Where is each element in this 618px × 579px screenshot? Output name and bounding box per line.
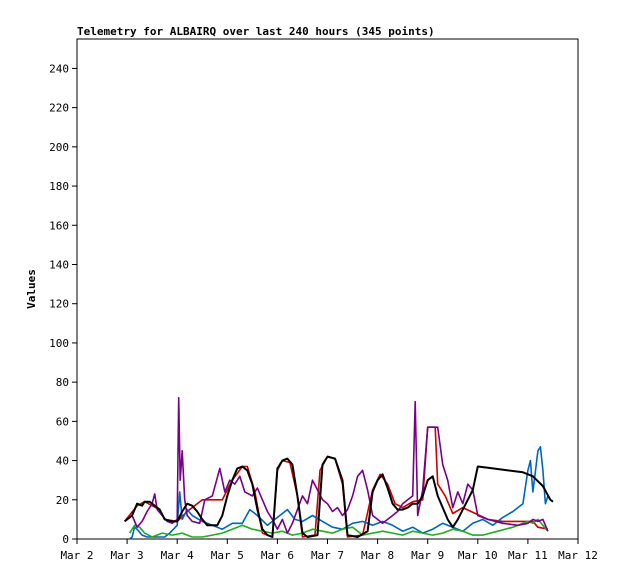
x-tick-label: Mar 6: [261, 549, 294, 562]
x-tick-label: Mar 5: [211, 549, 244, 562]
x-tick-label: Mar 12: [558, 549, 598, 562]
y-tick-label: 80: [56, 376, 69, 389]
y-tick-label: 100: [49, 337, 69, 350]
plot-area-frame: [76, 38, 579, 540]
series-line-2: [129, 445, 552, 540]
y-tick-label: 140: [49, 258, 69, 271]
series-line-3: [128, 518, 549, 538]
x-tick-label: Mar 10: [458, 549, 498, 562]
x-tick-label: Mar 2: [60, 549, 93, 562]
x-tick-label: Mar 7: [311, 549, 344, 562]
y-axis-label: Values: [25, 269, 38, 309]
x-tick-label: Mar 11: [508, 549, 548, 562]
x-tick-label: Mar 9: [411, 549, 444, 562]
series-line-4: [131, 396, 549, 534]
y-tick-label: 160: [49, 219, 69, 232]
y-tick-label: 20: [56, 494, 69, 507]
y-tick-label: 200: [49, 141, 69, 154]
y-tick-label: 40: [56, 455, 69, 468]
y-tick-label: 60: [56, 415, 69, 428]
y-tick-label: 0: [62, 533, 69, 546]
chart-title: Telemetry for ALBAIRQ over last 240 hour…: [77, 25, 435, 38]
y-tick-label: 220: [49, 102, 69, 115]
y-axis-ticks: 0 20 40 60 80 100 120 140 160 180 200 220 240: [49, 62, 77, 546]
y-tick-label: 240: [49, 62, 69, 75]
x-axis-ticks: Mar 2 Mar 3 Mar 4 Mar 5 Mar 6 Mar 7 Mar 8 Mar 9…: [60, 539, 598, 562]
y-tick-label: 180: [49, 180, 69, 193]
y-tick-label: 120: [49, 298, 69, 311]
series-line-1: [123, 426, 549, 538]
x-tick-label: Mar 8: [361, 549, 394, 562]
series-layer: [123, 396, 554, 540]
x-tick-label: Mar 3: [111, 549, 144, 562]
series-line-5: [123, 455, 554, 538]
x-tick-label: Mar 4: [161, 549, 194, 562]
